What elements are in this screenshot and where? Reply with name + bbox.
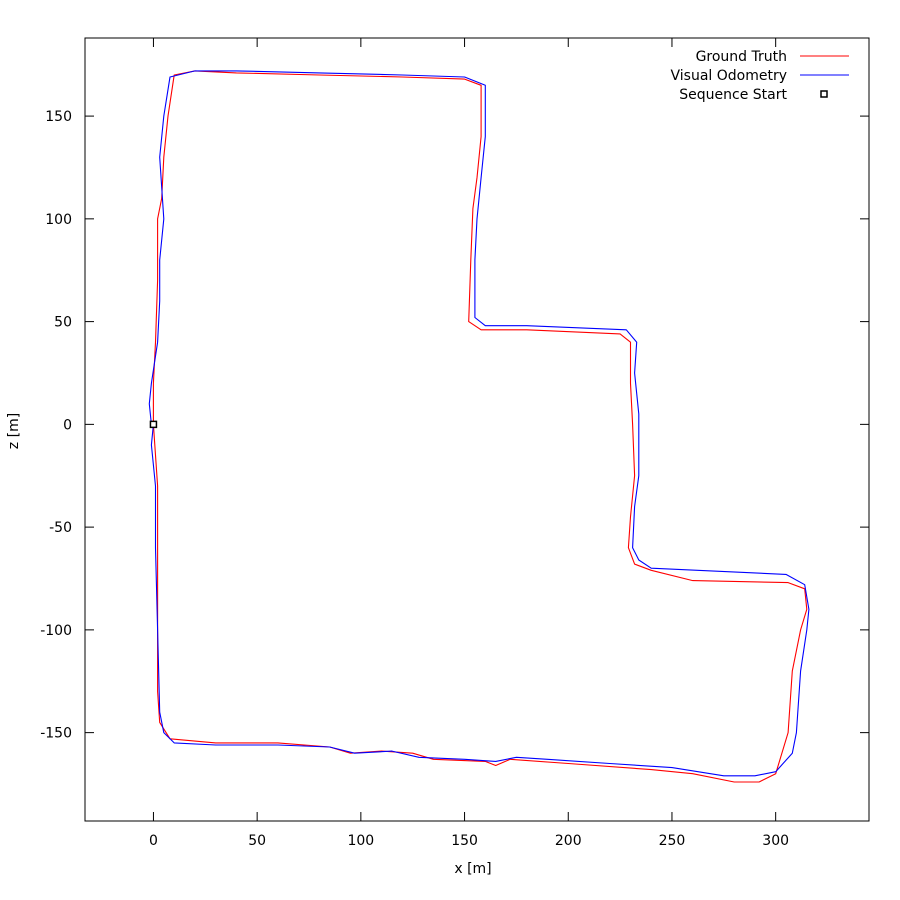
legend-ground-truth-label: Ground Truth bbox=[696, 49, 787, 65]
x-tick-label: 250 bbox=[659, 833, 686, 849]
y-tick-label: 50 bbox=[54, 315, 72, 331]
y-tick-label: -50 bbox=[49, 520, 72, 536]
y-tick-label: -150 bbox=[40, 726, 72, 742]
x-tick-label: 300 bbox=[762, 833, 789, 849]
y-axis-label: z [m] bbox=[6, 413, 22, 449]
x-axis-label: x [m] bbox=[454, 861, 491, 877]
plot-area bbox=[84, 37, 870, 822]
y-tick-label: -100 bbox=[40, 623, 72, 639]
series-layer bbox=[148, 70, 810, 783]
legend-sequence-start-label: Sequence Start bbox=[679, 87, 787, 103]
legend: Ground Truth Visual Odometry Sequence Star… bbox=[671, 49, 849, 103]
sequence-start-marker bbox=[149, 420, 158, 429]
y-tick-label: 100 bbox=[45, 212, 72, 228]
series-line-visual-odometry bbox=[148, 70, 810, 777]
x-tick-label: 50 bbox=[248, 833, 266, 849]
x-tick-label: 200 bbox=[555, 833, 582, 849]
x-tick-label: 150 bbox=[451, 833, 478, 849]
x-tick-label: 0 bbox=[149, 833, 158, 849]
x-tick-label: 100 bbox=[347, 833, 374, 849]
y-tick-label: 150 bbox=[45, 109, 72, 125]
y-tick-label: 0 bbox=[63, 417, 72, 433]
legend-visual-odometry-label: Visual Odometry bbox=[671, 68, 788, 84]
legend-sequence-start-swatch bbox=[820, 90, 828, 98]
marker-layer bbox=[149, 420, 158, 429]
ticks-layer: 0 50 100 150 200 250 300 150 100 50 0 -50 -100 -150 bbox=[40, 38, 869, 849]
